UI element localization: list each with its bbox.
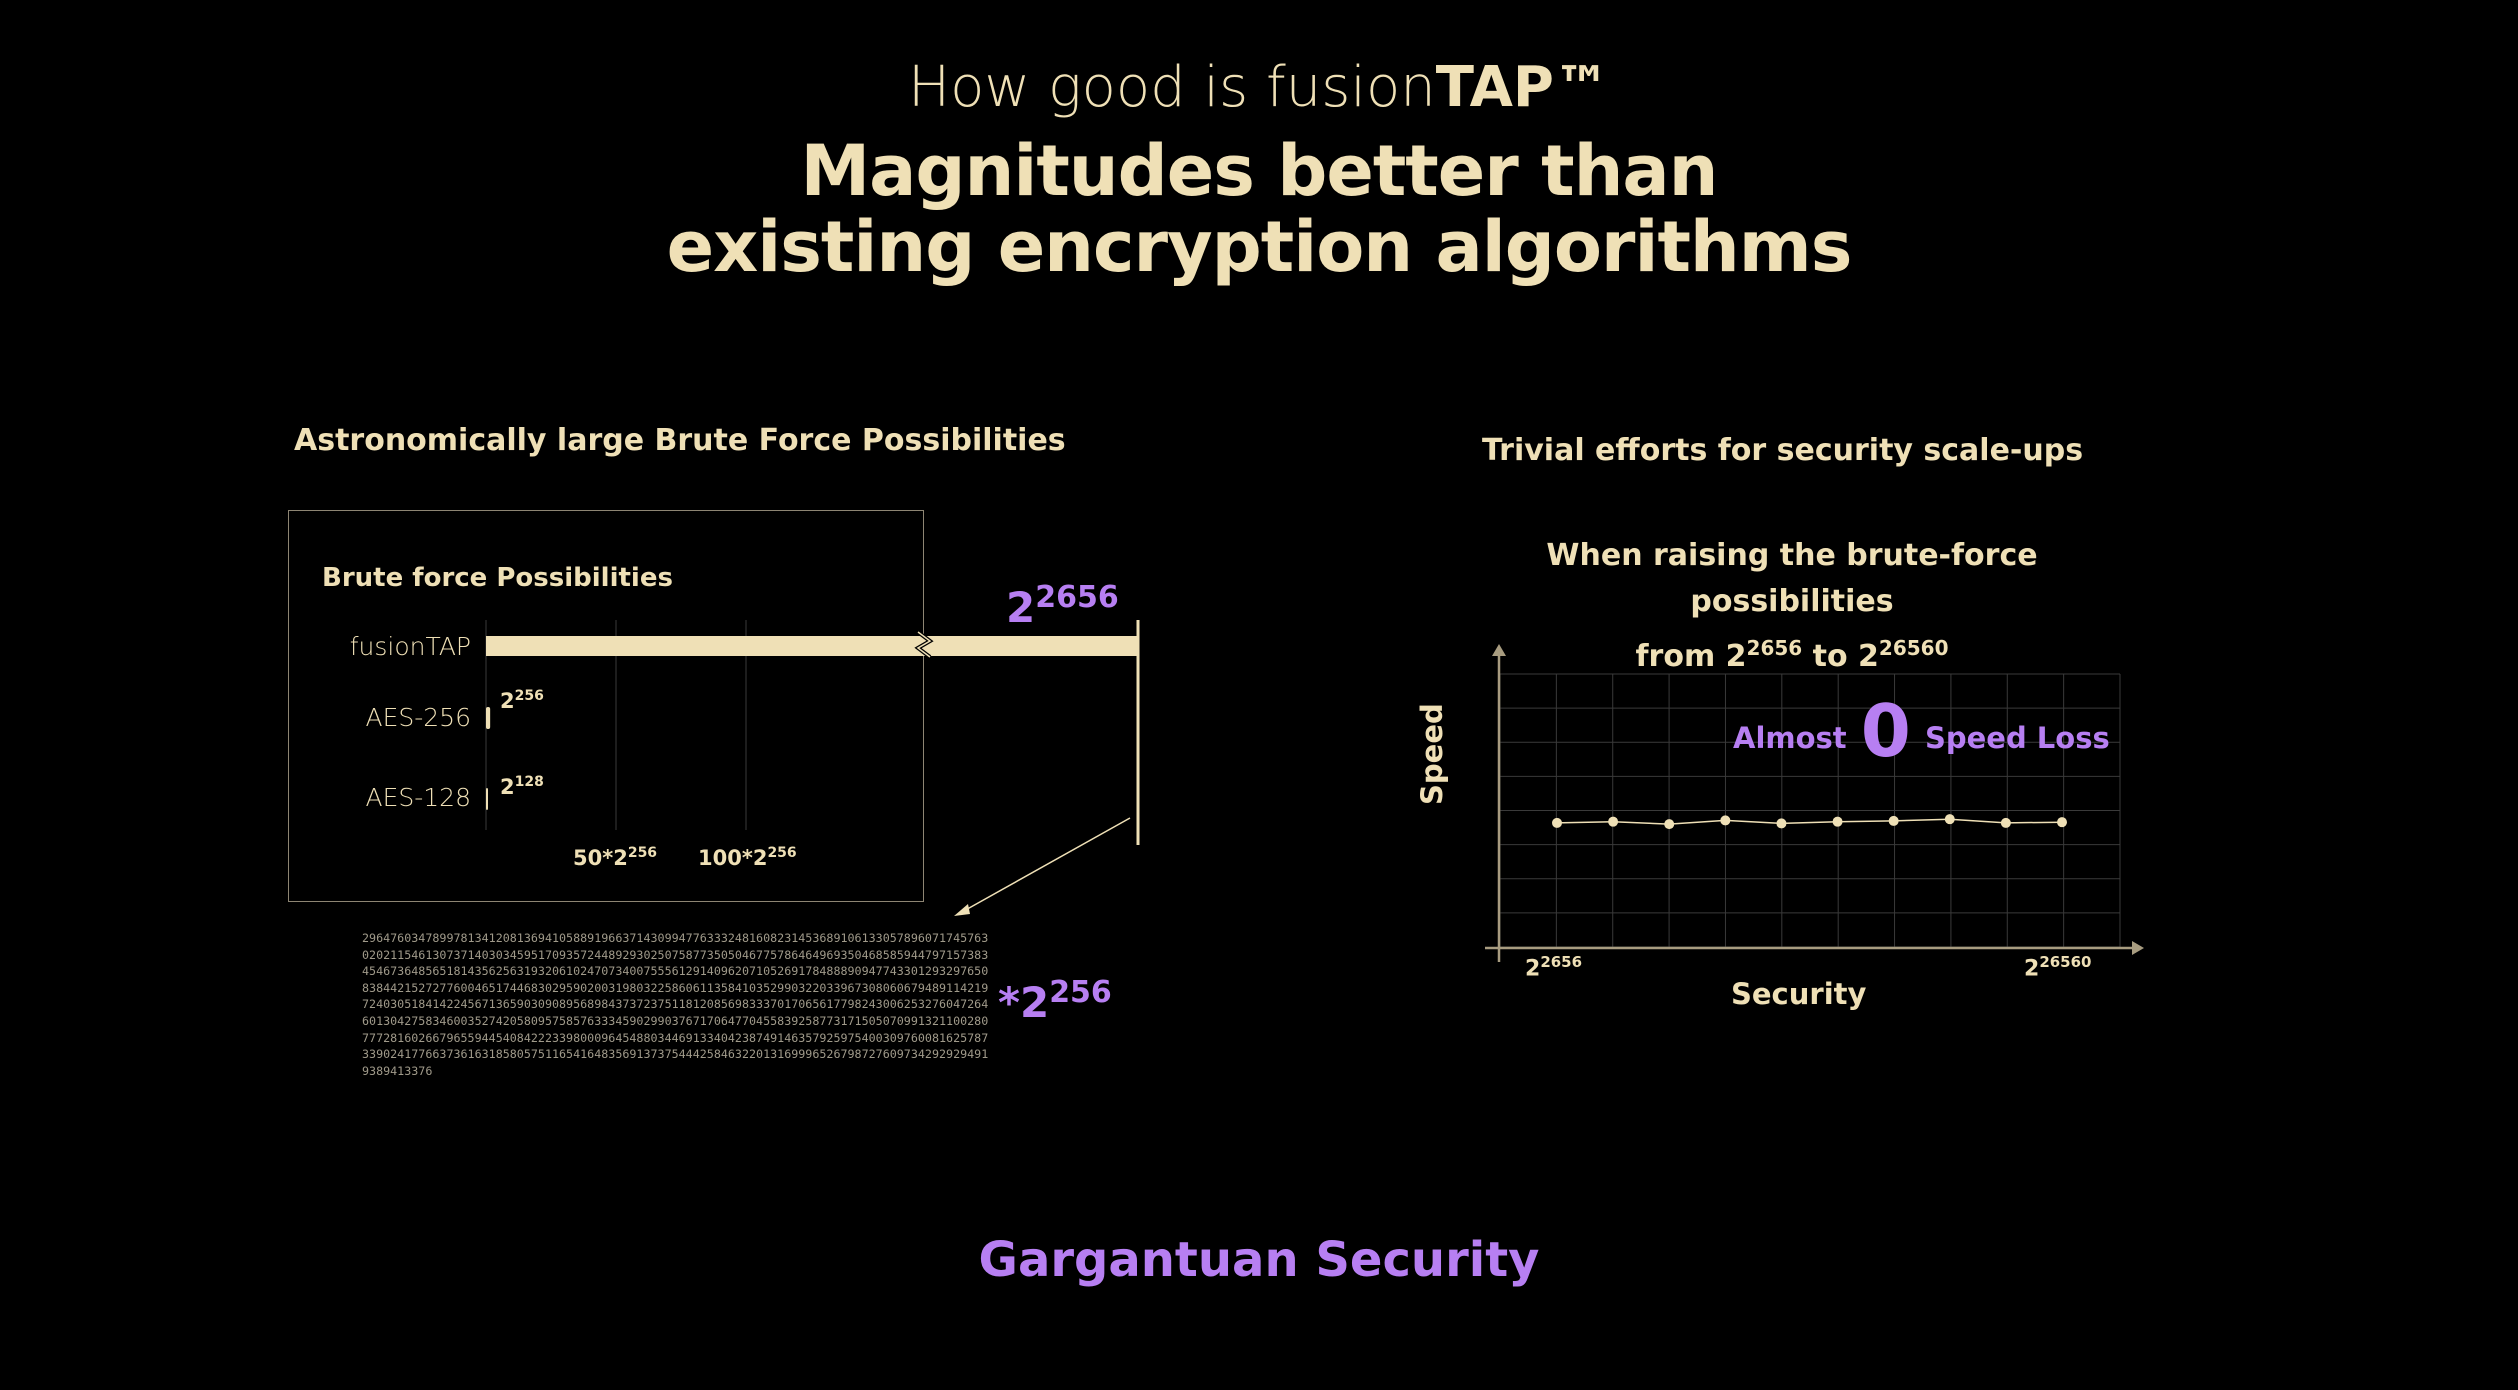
- pointer-arrowhead: [954, 904, 970, 916]
- axis-break-outline: [916, 631, 932, 658]
- footer-tagline: Gargantuan Security: [978, 1232, 1540, 1288]
- category-label-aes-128: AES-128: [365, 783, 471, 812]
- speed-series-line: [1556, 818, 2063, 825]
- speed-point: [2057, 817, 2067, 828]
- bar-aes-256: [486, 707, 491, 729]
- bar-chart-extras: [914, 620, 1140, 916]
- bar-value-label-aes-256: 2256: [500, 688, 544, 713]
- speed-point: [1944, 814, 1955, 825]
- left-section-title: Astronomically large Brute Force Possibi…: [294, 423, 1066, 458]
- category-label-aes-256: AES-256: [365, 703, 471, 732]
- headline: Magnitudes better than existing encrypti…: [0, 133, 2518, 285]
- bar-fusiontap: [486, 636, 1138, 656]
- x-tick-label-end: 226560: [2024, 953, 2092, 982]
- question-line-2: from 22656 to 226560: [1635, 636, 1949, 674]
- bar-value-label-aes-128: 2128: [500, 774, 544, 799]
- speed-point: [1608, 816, 1619, 827]
- kicker-prefix: How good is fusion: [908, 55, 1436, 120]
- speed-point: [1776, 818, 1787, 829]
- fusiontap-value-label: 22656: [1006, 580, 1119, 632]
- speed-point: [1720, 815, 1731, 826]
- x-axis-arrowhead: [2132, 941, 2144, 955]
- right-section-title: Trivial efforts for security scale-ups: [1482, 433, 2084, 468]
- category-label-fusiontap: fusionTAP: [349, 632, 471, 661]
- headline-line-1: Magnitudes better than: [800, 130, 1719, 212]
- kicker-heading: How good is fusionTAP™: [0, 55, 2518, 120]
- bar-chart-frame: [288, 510, 924, 902]
- bar-chart-title: Brute force Possibilities: [322, 563, 673, 593]
- question-line-1: When raising the brute-force possibiliti…: [1546, 538, 2038, 619]
- x-axis-label: Security: [1731, 977, 1867, 1011]
- kicker-brand: TAP™: [1435, 55, 1610, 120]
- speed-point: [1832, 816, 1843, 827]
- speed-point: [2000, 817, 2011, 828]
- headline-line-2: existing encryption algorithms: [666, 206, 1853, 288]
- multiplier-digits: 2964760347899781341208136941058891966371…: [362, 931, 989, 1078]
- multiplier-label: *2256: [998, 975, 1112, 1027]
- speed-loss-annotation: Almost 0 Speed Loss: [1733, 689, 2110, 773]
- speed-point: [1888, 815, 1899, 826]
- pointer-arrow: [961, 817, 1131, 913]
- bar-aes-128: [486, 788, 488, 810]
- y-axis-label: Speed: [1415, 703, 1449, 805]
- line-chart-series: [1552, 814, 2067, 830]
- y-axis-arrowhead: [1492, 644, 1506, 656]
- x-tick-label-start: 22656: [1525, 953, 1583, 982]
- line-chart-axes: [1485, 644, 2144, 962]
- scale-up-question: When raising the brute-force possibiliti…: [1462, 533, 2122, 680]
- x-tick-label-50: 50*2256: [573, 845, 658, 870]
- bar-chart-bars: [486, 636, 1138, 810]
- x-tick-label-100: 100*2256: [698, 845, 797, 870]
- speed-point: [1664, 819, 1675, 830]
- speed-point: [1552, 817, 1562, 828]
